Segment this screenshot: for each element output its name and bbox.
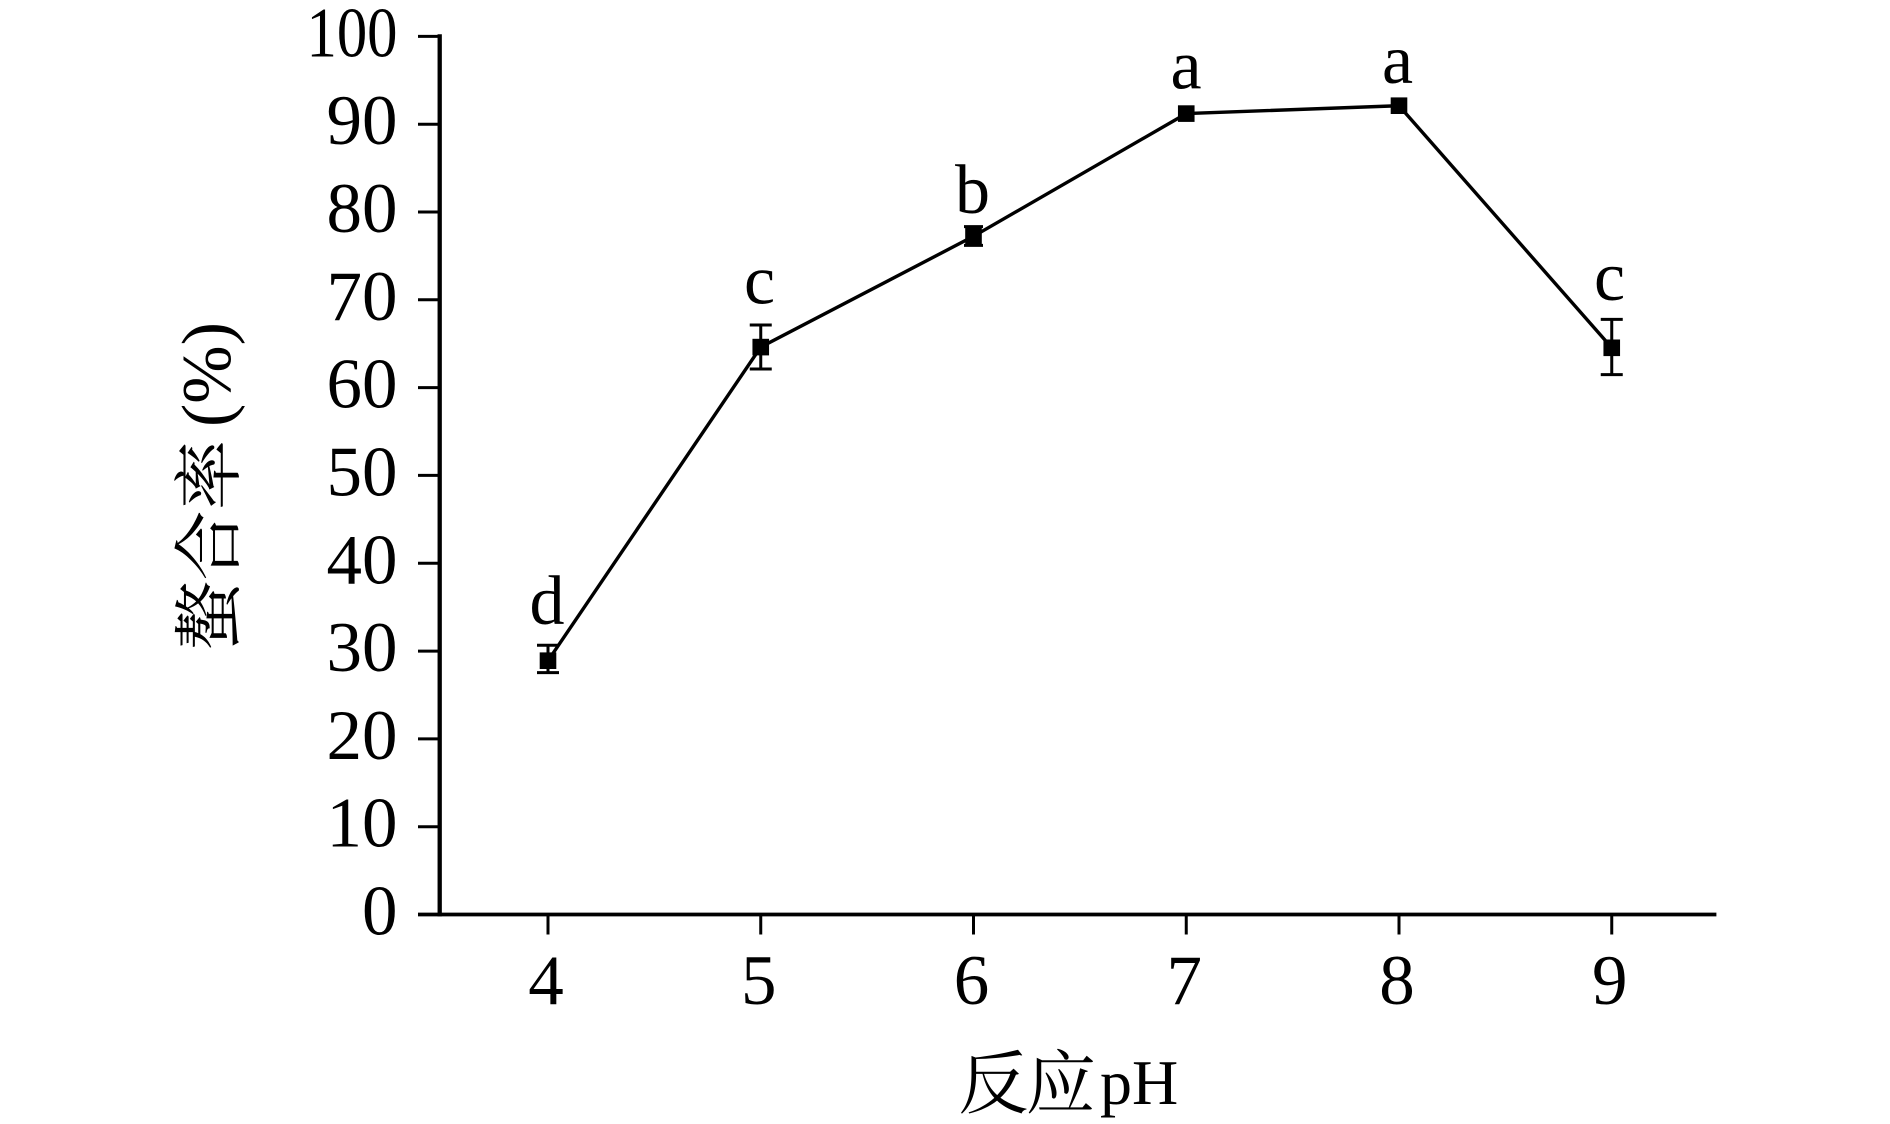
svg-text:80: 80 [327, 170, 398, 248]
svg-text:60: 60 [327, 346, 398, 424]
svg-text:70: 70 [327, 258, 398, 336]
svg-text:4: 4 [528, 942, 564, 1020]
svg-text:c: c [1594, 239, 1625, 316]
svg-text:7: 7 [1167, 942, 1203, 1020]
svg-text:d: d [530, 563, 565, 640]
svg-text:9: 9 [1592, 942, 1628, 1020]
svg-text:pH: pH [1100, 1047, 1178, 1118]
svg-text:90: 90 [327, 82, 398, 160]
svg-text:20: 20 [327, 697, 398, 775]
svg-text:b: b [955, 152, 990, 229]
svg-text:a: a [1170, 28, 1201, 105]
svg-text:(%): (%) [169, 322, 246, 427]
svg-text:10: 10 [327, 785, 398, 863]
svg-text:50: 50 [327, 433, 398, 511]
svg-text:a: a [1382, 22, 1413, 99]
svg-text:40: 40 [327, 521, 398, 599]
svg-text:6: 6 [954, 942, 990, 1020]
svg-text:c: c [744, 243, 775, 320]
svg-text:0: 0 [362, 873, 398, 951]
svg-text:5: 5 [741, 942, 777, 1020]
svg-text:8: 8 [1379, 942, 1415, 1020]
svg-text:100: 100 [307, 0, 398, 72]
svg-text:30: 30 [327, 609, 398, 687]
